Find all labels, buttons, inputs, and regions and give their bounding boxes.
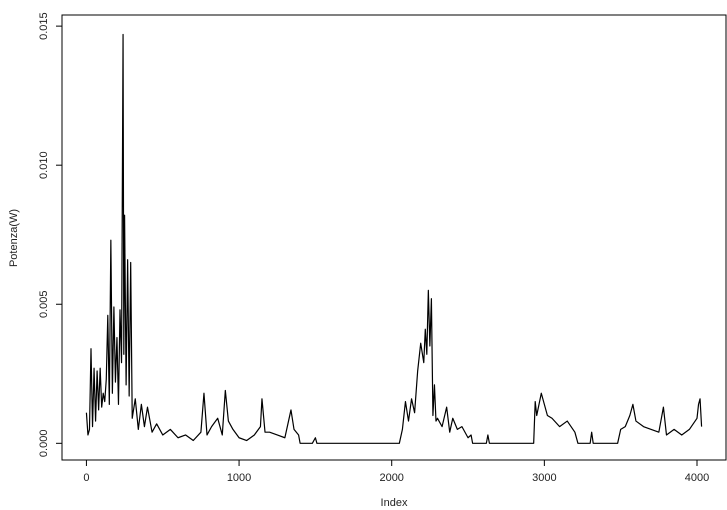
x-tick-label: 0: [83, 472, 89, 484]
y-tick-label: 0.015: [38, 12, 50, 40]
x-tick-label: 3000: [532, 472, 556, 484]
plot-frame: [61, 14, 727, 461]
y-tick-label: 0.010: [38, 151, 50, 179]
y-axis-label: Potenza(W): [8, 209, 20, 267]
data-line: [85, 33, 703, 444]
y-tick-label: 0.005: [38, 290, 50, 318]
x-tick-label: 2000: [379, 472, 403, 484]
y-tick-label: 0.000: [38, 430, 50, 458]
x-axis-label: Index: [381, 497, 408, 509]
x-tick-label: 1000: [227, 472, 251, 484]
x-tick-label: 4000: [685, 472, 709, 484]
